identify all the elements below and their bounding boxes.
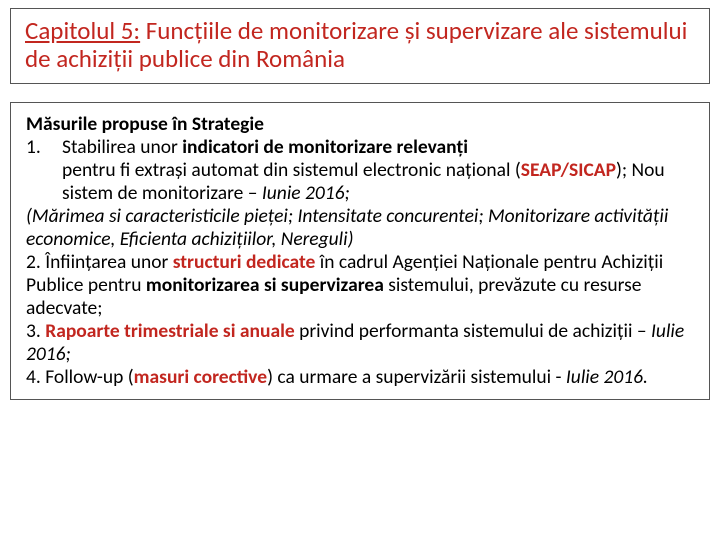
item3-c: privind performanta sistemului de achizi…: [299, 319, 651, 343]
item2-a: 2. Înființarea unor: [26, 250, 173, 274]
item2-d: monitorizarea si supervizarea: [146, 273, 388, 297]
title-chapter: Capitolul 5:: [25, 15, 140, 46]
slide: Capitolul 5: Funcțiile de monitorizare ș…: [0, 0, 720, 540]
paren-note: (Mărimea si caracteristicile pieței; Int…: [26, 205, 694, 251]
title-box: Capitolul 5: Funcțiile de monitorizare ș…: [10, 8, 710, 84]
item1-d: SEAP/SICAP: [521, 158, 616, 182]
item4-a: 4. Follow-up (: [26, 365, 134, 389]
item4-d: Iulie 2016.: [566, 365, 648, 389]
item4-b: masuri corective: [134, 365, 267, 389]
item4-c: ) ca urmare a supervizării sistemului -: [267, 365, 566, 389]
item1-b: indicatori de monitorizare relevanți: [182, 135, 468, 159]
slide-title: Capitolul 5: Funcțiile de monitorizare ș…: [25, 17, 695, 73]
body-box: Măsurile propuse în Strategie 1.Stabilir…: [10, 102, 710, 400]
item1-c: pentru fi extrași automat din sistemul e…: [62, 158, 521, 182]
item3-b: Rapoarte trimestriale si anuale: [45, 319, 299, 343]
item3-a: 3.: [26, 319, 45, 343]
item1-number: 1.: [26, 136, 62, 159]
body-heading: Măsurile propuse în Strategie: [26, 112, 264, 136]
item2-b: structuri dedicate: [173, 250, 320, 274]
item1-f: Iunie 2016;: [262, 181, 350, 205]
item1-a: Stabilirea unor: [62, 135, 182, 159]
